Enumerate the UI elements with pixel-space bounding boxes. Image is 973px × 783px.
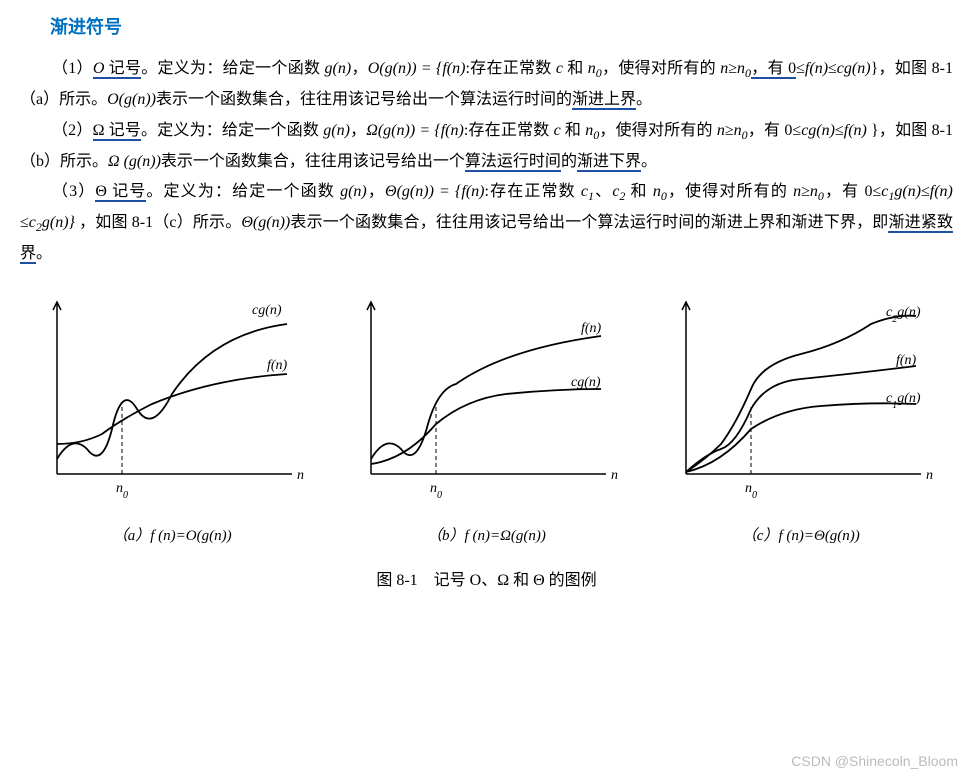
- text: 、: [594, 183, 612, 200]
- c: c: [554, 122, 561, 139]
- figure-c: n n0 c2g(n) f(n) c1g(n) （c）f (n)=Θ(g(n)): [661, 294, 941, 551]
- text: ，使得对所有的: [602, 60, 720, 77]
- text: 和: [563, 60, 588, 77]
- text: ，使得对所有的: [599, 122, 717, 139]
- svg-text:c1g(n): c1g(n): [886, 391, 921, 411]
- text: 。定义为：给定一个函数: [146, 183, 340, 200]
- c1: c: [581, 183, 588, 200]
- inequality: g(n)}: [42, 214, 75, 231]
- text: 。: [636, 91, 652, 108]
- caption-a: （a）f (n)=O(g(n)): [113, 522, 232, 551]
- inequality: cg(n)≤f(n): [801, 122, 867, 139]
- gn: g(n): [340, 183, 367, 200]
- svg-text:n: n: [611, 468, 618, 483]
- item-number: （2）: [52, 122, 93, 139]
- n0: n: [653, 183, 661, 200]
- text: :存在正常数: [484, 183, 580, 200]
- nge: n≥n: [720, 60, 745, 77]
- section-title: 渐进符号: [50, 10, 953, 44]
- notation-theta: Θ: [95, 183, 107, 202]
- svg-text:cg(n): cg(n): [571, 375, 601, 390]
- watermark: CSDN @Shinecoln_Bloom: [791, 748, 958, 775]
- text: ，有 0≤: [748, 122, 802, 139]
- paragraph-1: （1）O 记号。定义为：给定一个函数 g(n)，O(g(n)) = {f(n):…: [20, 54, 953, 115]
- omega-expr2: Ω (g(n)): [108, 153, 161, 170]
- figure-row: n n0 cg(n) f(n) （a）f (n)=O(g(n)) n n0 f(n) cg(…: [20, 294, 953, 551]
- text: ，: [367, 183, 385, 200]
- chart-c: n n0 c2g(n) f(n) c1g(n): [661, 294, 941, 514]
- lower-bound: 渐进下界: [577, 153, 641, 172]
- text: ，有 0: [751, 60, 796, 79]
- caption-b: （b）f (n)=Ω(g(n)): [427, 522, 546, 551]
- caption-c: （c）f (n)=Θ(g(n)): [742, 522, 860, 551]
- inequality: ≤f(n)≤cg(n): [796, 60, 870, 77]
- text: ，: [350, 122, 366, 139]
- text: ，如图 8-1（c）所示。: [75, 214, 241, 231]
- text: :存在正常数: [465, 60, 555, 77]
- theta-expr: Θ(g(n)) = {f(n): [385, 183, 484, 200]
- figure-b: n n0 f(n) cg(n) （b）f (n)=Ω(g(n)): [346, 294, 626, 551]
- svg-text:f(n): f(n): [581, 321, 602, 336]
- notation-omega: Ω: [93, 122, 105, 141]
- text: ，使得对所有的: [667, 183, 793, 200]
- svg-text:n0: n0: [745, 481, 757, 501]
- chart-b: n n0 f(n) cg(n): [346, 294, 626, 514]
- theta-expr2: Θ(g(n)): [241, 214, 290, 231]
- text: 表示一个函数集合，往往用该记号给出一个算法运行时间的渐进上界和渐进下界，即: [290, 214, 888, 231]
- text: 。定义为：给定一个函数: [141, 122, 323, 139]
- svg-text:cg(n): cg(n): [252, 303, 282, 318]
- item-number: （3）: [52, 183, 95, 200]
- text: 。定义为：给定一个函数: [141, 60, 324, 77]
- n0: n: [588, 60, 596, 77]
- paragraph-2: （2）Ω 记号。定义为：给定一个函数 g(n)，Ω(g(n)) = {f(n):…: [20, 116, 953, 177]
- svg-text:f(n): f(n): [896, 353, 917, 368]
- o-expr: O(g(n)) = {f(n): [368, 60, 466, 77]
- notation-suffix: 记号: [104, 122, 141, 141]
- c: c: [556, 60, 563, 77]
- upper-bound: 渐进上界: [572, 91, 636, 110]
- svg-text:n: n: [926, 468, 933, 483]
- runtime: 算法运行时间: [465, 153, 561, 172]
- omega-expr: Ω(g(n)) = {f(n): [366, 122, 464, 139]
- text: :存在正常数: [464, 122, 554, 139]
- svg-text:c2g(n): c2g(n): [886, 305, 921, 325]
- figure-a: n n0 cg(n) f(n) （a）f (n)=O(g(n)): [32, 294, 312, 551]
- nge: n≥n: [717, 122, 742, 139]
- o-expr2: O(g(n)): [107, 91, 156, 108]
- text: ，: [351, 60, 368, 77]
- text: 和: [561, 122, 586, 139]
- paragraph-3: （3）Θ 记号。定义为：给定一个函数 g(n)，Θ(g(n)) = {f(n):…: [20, 177, 953, 269]
- notation-suffix: 记号: [104, 60, 141, 79]
- svg-text:f(n): f(n): [267, 358, 288, 373]
- text: 表示一个函数集合，往往用该记号给出一个: [161, 153, 465, 170]
- nge: n≥n: [793, 183, 818, 200]
- text: 。: [36, 245, 52, 262]
- item-number: （1）: [52, 60, 93, 77]
- notation-suffix: 记号: [107, 183, 146, 202]
- text: 和: [625, 183, 652, 200]
- chart-a: n n0 cg(n) f(n): [32, 294, 312, 514]
- notation-O: O: [93, 60, 105, 79]
- svg-text:n: n: [297, 468, 304, 483]
- gn: g(n): [323, 122, 350, 139]
- text: 的: [561, 153, 577, 170]
- text: 表示一个函数集合，往往用该记号给出一个算法运行时间的: [156, 91, 572, 108]
- svg-text:n0: n0: [116, 481, 128, 501]
- main-figure-caption: 图 8-1 记号 O、Ω 和 Θ 的图例: [20, 566, 953, 596]
- svg-text:n0: n0: [430, 481, 442, 501]
- text: 。: [641, 153, 657, 170]
- text: ，有 0≤: [824, 183, 881, 200]
- gn: g(n): [325, 60, 352, 77]
